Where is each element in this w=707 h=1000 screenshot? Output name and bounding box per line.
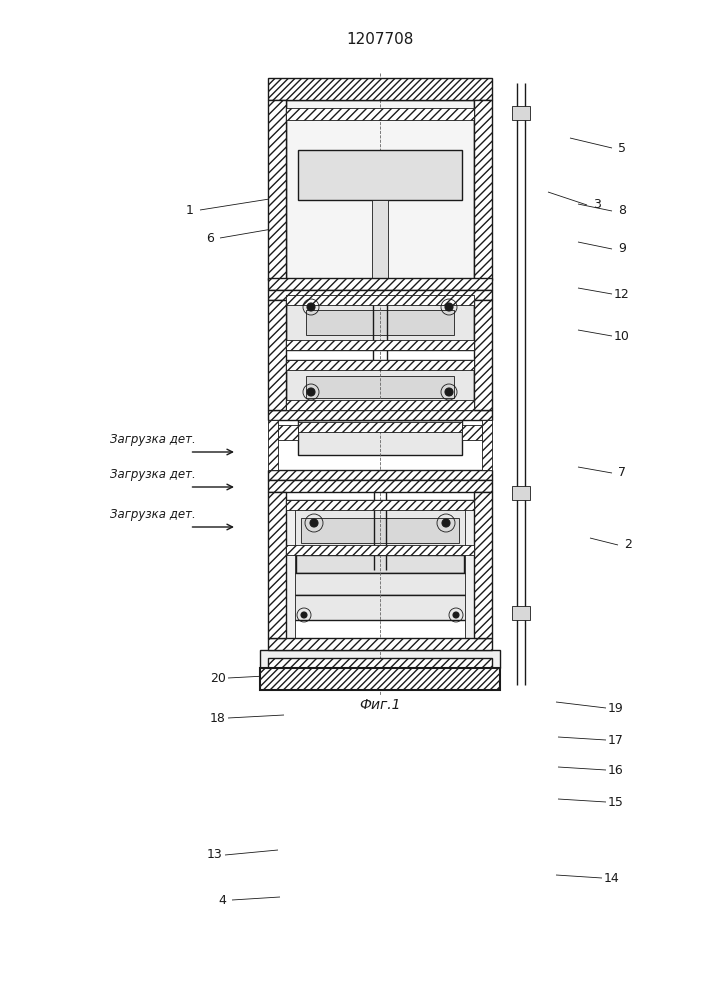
Bar: [268, 480, 492, 492]
Bar: [286, 360, 474, 410]
Bar: [286, 500, 474, 510]
Text: Загрузка дет.: Загрузка дет.: [110, 468, 195, 481]
Bar: [465, 504, 490, 638]
Bar: [462, 425, 482, 440]
Bar: [278, 425, 298, 440]
Bar: [306, 310, 454, 335]
Bar: [482, 420, 492, 470]
Bar: [270, 504, 295, 638]
Bar: [268, 78, 492, 100]
Bar: [286, 295, 474, 350]
Bar: [286, 400, 474, 410]
Bar: [296, 555, 464, 573]
Text: 10: 10: [614, 330, 630, 342]
Bar: [286, 340, 474, 350]
Bar: [268, 492, 286, 638]
Text: 16: 16: [608, 764, 624, 776]
Text: 2: 2: [624, 538, 632, 552]
Text: 1: 1: [186, 204, 194, 217]
Bar: [298, 150, 462, 200]
Bar: [298, 422, 462, 432]
Bar: [286, 108, 474, 120]
Bar: [268, 638, 492, 650]
Circle shape: [445, 388, 453, 396]
Text: 18: 18: [210, 712, 226, 724]
Bar: [474, 492, 492, 638]
Text: 20: 20: [210, 672, 226, 684]
Text: 17: 17: [608, 734, 624, 746]
Bar: [271, 595, 489, 620]
Text: Загрузка дет.: Загрузка дет.: [110, 433, 195, 446]
Text: Загрузка дет.: Загрузка дет.: [110, 508, 195, 521]
Text: 9: 9: [618, 242, 626, 255]
Text: 3: 3: [593, 198, 601, 212]
Bar: [286, 500, 474, 555]
Bar: [268, 658, 492, 670]
Text: Фиг.1: Фиг.1: [359, 698, 401, 712]
Bar: [268, 410, 492, 420]
Text: 7: 7: [618, 466, 626, 480]
Text: 1207708: 1207708: [346, 32, 414, 47]
Bar: [260, 668, 500, 690]
Bar: [260, 650, 500, 668]
Bar: [286, 360, 474, 370]
Bar: [286, 295, 474, 305]
Circle shape: [453, 612, 459, 618]
Text: 13: 13: [207, 848, 223, 861]
Text: 14: 14: [604, 871, 620, 884]
Text: 8: 8: [618, 205, 626, 218]
Circle shape: [445, 303, 453, 311]
Bar: [268, 100, 286, 280]
Circle shape: [307, 303, 315, 311]
Circle shape: [442, 519, 450, 527]
Bar: [268, 420, 278, 470]
Text: 15: 15: [608, 796, 624, 808]
Text: 6: 6: [206, 232, 214, 244]
Bar: [512, 486, 530, 500]
Text: 12: 12: [614, 288, 630, 300]
Bar: [268, 278, 492, 290]
Bar: [512, 606, 530, 620]
Bar: [474, 300, 492, 410]
Bar: [268, 290, 492, 300]
Bar: [306, 376, 454, 398]
Bar: [512, 106, 530, 120]
Text: 4: 4: [218, 894, 226, 906]
Bar: [286, 100, 474, 280]
Circle shape: [301, 612, 307, 618]
Bar: [474, 100, 492, 280]
Bar: [268, 300, 286, 410]
Bar: [286, 573, 474, 595]
Circle shape: [310, 519, 318, 527]
Bar: [372, 200, 388, 280]
Bar: [286, 545, 474, 555]
Bar: [301, 518, 459, 543]
Text: 5: 5: [618, 141, 626, 154]
Bar: [298, 420, 462, 455]
Circle shape: [307, 388, 315, 396]
Text: 19: 19: [608, 702, 624, 714]
Bar: [268, 470, 492, 480]
